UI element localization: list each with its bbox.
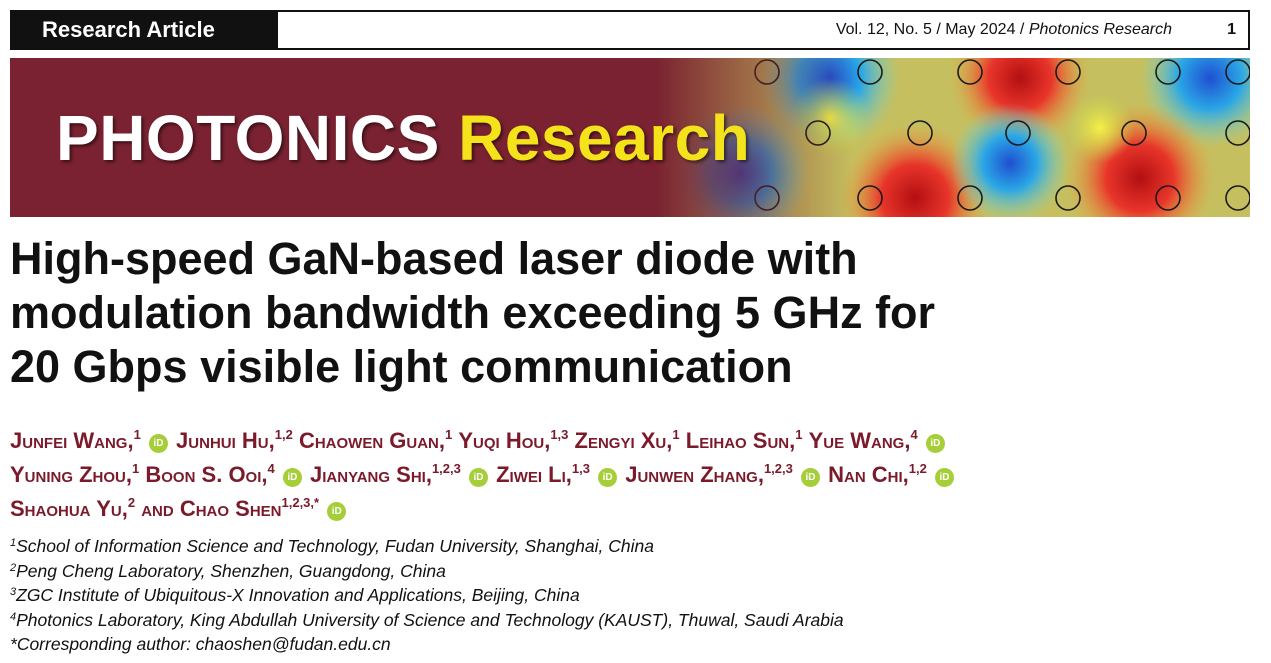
title-line: High-speed GaN-based laser diode with bbox=[10, 233, 858, 284]
author-name: Yuning Zhou,1 bbox=[10, 461, 140, 487]
author-name: Yue Wang,4 bbox=[808, 427, 918, 453]
title-line: 20 Gbps visible light communication bbox=[10, 341, 793, 392]
journal-banner: PHOTONICS Research bbox=[10, 58, 1250, 217]
author-name: Ziwei Li,1,3 bbox=[496, 461, 590, 487]
author-line: Shaohua Yu,2 and Chao Shen1,2,3,* iD bbox=[10, 492, 1260, 526]
brand-photonics: PHOTONICS bbox=[56, 102, 440, 174]
volume-issue-date: Vol. 12, No. 5 / May 2024 / bbox=[835, 21, 1029, 38]
orcid-icon[interactable]: iD bbox=[468, 468, 488, 487]
page-number: 1 bbox=[1227, 21, 1236, 38]
journal-brand: PHOTONICS Research bbox=[56, 100, 750, 176]
affiliation: 4Photonics Laboratory, King Abdullah Uni… bbox=[10, 609, 844, 630]
brand-research: Research bbox=[458, 102, 751, 174]
orcid-icon[interactable]: iD bbox=[327, 502, 347, 521]
author-name: Yuqi Hou,1,3 bbox=[458, 427, 569, 453]
author-list: Junfei Wang,1 iD Junhui Hu,1,2 Chaowen G… bbox=[10, 424, 1260, 526]
author-name: Leihao Sun,1 bbox=[685, 427, 803, 453]
paper-title: High-speed GaN-based laser diode with mo… bbox=[10, 232, 1250, 394]
author-name: Jianyang Shi,1,2,3 bbox=[310, 461, 461, 487]
orcid-icon[interactable]: iD bbox=[925, 434, 945, 453]
author-name: Zengyi Xu,1 bbox=[574, 427, 680, 453]
author-name: Nan Chi,1,2 bbox=[828, 461, 927, 487]
orcid-icon[interactable]: iD bbox=[148, 434, 168, 453]
corresponding-author: *Corresponding author: chaoshen@fudan.ed… bbox=[10, 634, 391, 654]
banner-field-pattern bbox=[10, 58, 1250, 217]
affiliation: 3ZGC Institute of Ubiquitous-X Innovatio… bbox=[10, 585, 580, 605]
orcid-icon[interactable]: iD bbox=[935, 468, 954, 487]
author-name: Junwen Zhang,1,2,3 bbox=[625, 461, 793, 487]
journal-header-bar: Research Article Vol. 12, No. 5 / May 20… bbox=[10, 10, 1250, 50]
author-name: Shaohua Yu,2 bbox=[10, 495, 136, 521]
affiliations: 1School of Information Science and Techn… bbox=[10, 534, 1260, 657]
affiliation: 1School of Information Science and Techn… bbox=[10, 536, 654, 556]
author-line: Yuning Zhou,1 Boon S. Ooi,4 iD Jianyang … bbox=[10, 458, 1260, 492]
journal-name: Photonics Research bbox=[1028, 21, 1172, 38]
author-name: Junhui Hu,1,2 bbox=[176, 427, 293, 453]
orcid-icon[interactable]: iD bbox=[801, 468, 820, 487]
author-name: Chaowen Guan,1 bbox=[298, 427, 453, 453]
author-name: Boon S. Ooi,4 bbox=[145, 461, 275, 487]
orcid-icon[interactable]: iD bbox=[282, 468, 302, 487]
article-type-label: Research Article bbox=[12, 12, 278, 48]
orcid-icon[interactable]: iD bbox=[598, 468, 618, 487]
title-line: modulation bandwidth exceeding 5 GHz for bbox=[10, 287, 936, 338]
author-name: Junfei Wang,1 bbox=[10, 427, 141, 453]
journal-reference: Vol. 12, No. 5 / May 2024 / Photonics Re… bbox=[836, 12, 1172, 48]
author-name: and Chao Shen1,2,3,* bbox=[141, 495, 320, 521]
affiliation: 2Peng Cheng Laboratory, Shenzhen, Guangd… bbox=[10, 560, 446, 581]
author-line: Junfei Wang,1 iD Junhui Hu,1,2 Chaowen G… bbox=[10, 424, 1260, 458]
